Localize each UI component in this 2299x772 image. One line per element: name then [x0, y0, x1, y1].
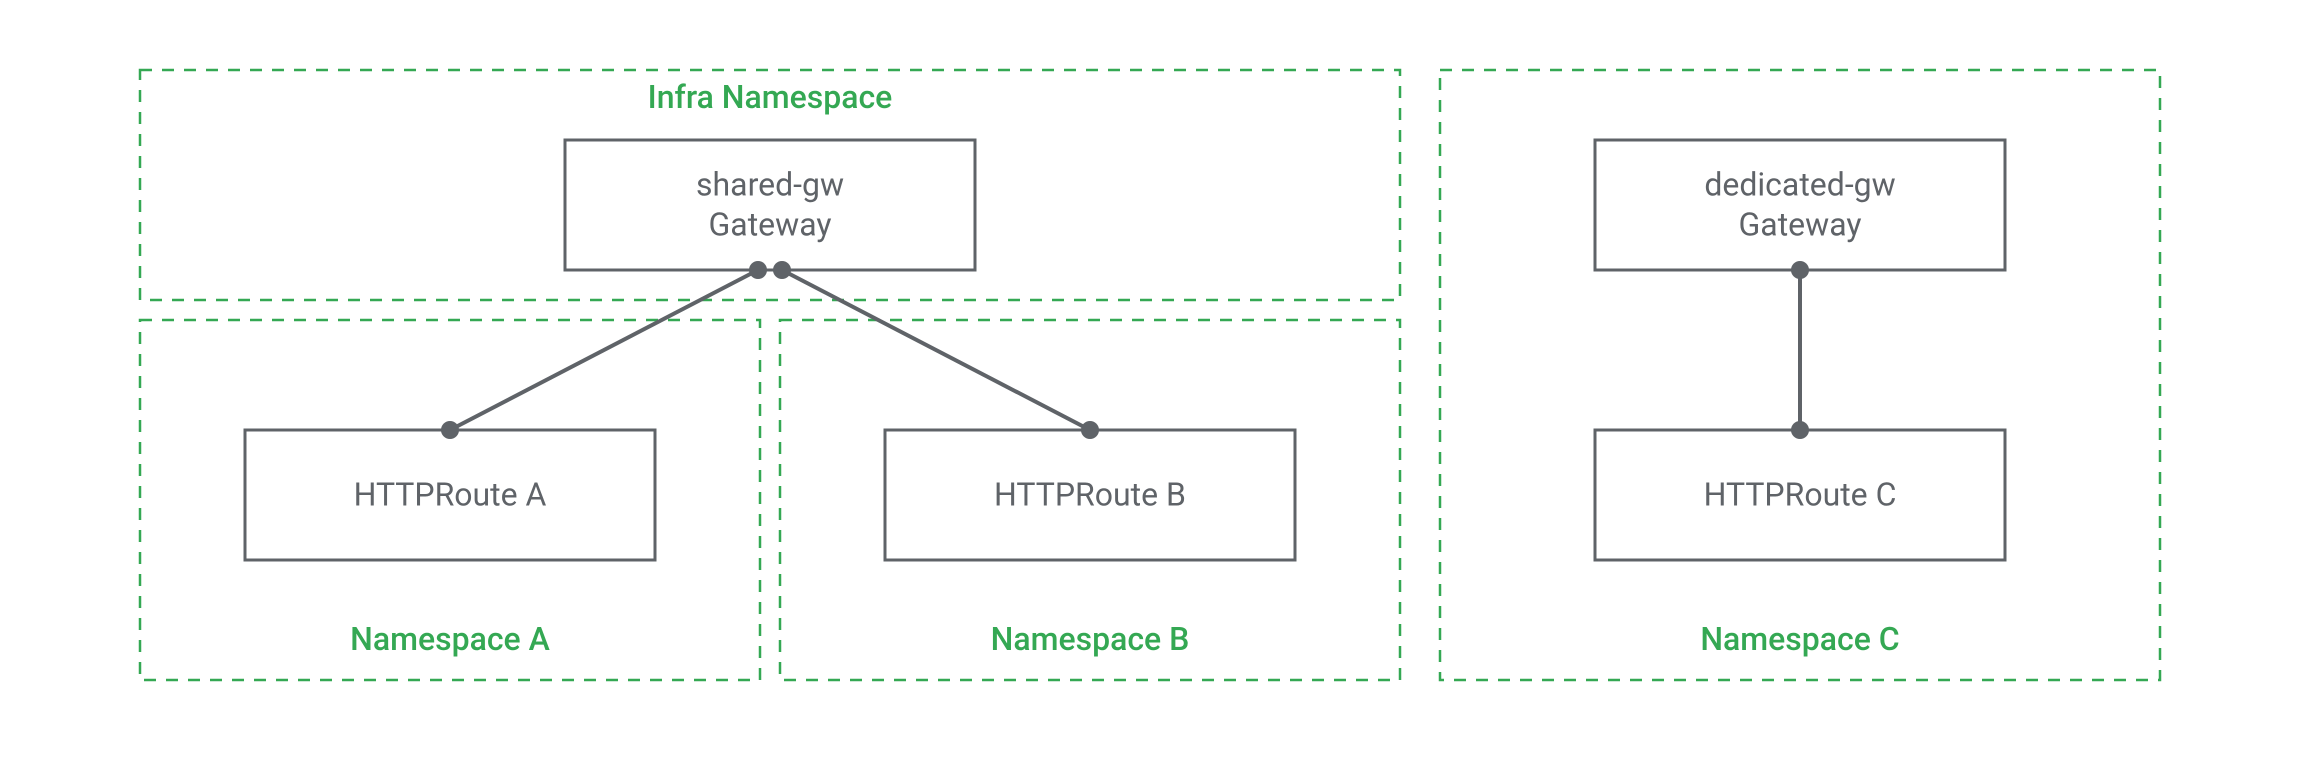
box-label-shared-gw-line1: shared-gw: [696, 165, 844, 203]
box-route-b: HTTPRoute B: [885, 430, 1295, 560]
box-label-dedicated-gw-line2: Gateway: [1739, 205, 1862, 243]
edge-dot: [1081, 421, 1099, 439]
edge-shared-gw-to-route-a: [450, 270, 758, 430]
edge-dot: [1791, 421, 1809, 439]
box-route-a: HTTPRoute A: [245, 430, 655, 560]
box-route-c: HTTPRoute C: [1595, 430, 2005, 560]
box-label-route-a: HTTPRoute A: [354, 475, 547, 513]
namespace-label-ns-a: Namespace A: [350, 620, 550, 658]
edge-shared-gw-to-route-b: [782, 270, 1090, 430]
box-dedicated-gw: dedicated-gwGateway: [1595, 140, 2005, 270]
edge-dot: [441, 421, 459, 439]
namespace-label-ns-c: Namespace C: [1700, 620, 1899, 658]
box-label-route-b: HTTPRoute B: [994, 475, 1186, 513]
box-label-route-c: HTTPRoute C: [1704, 475, 1897, 513]
box-label-dedicated-gw-line1: dedicated-gw: [1704, 165, 1895, 203]
namespace-label-infra: Infra Namespace: [648, 78, 893, 116]
edge-dot: [749, 261, 767, 279]
box-shared-gw: shared-gwGateway: [565, 140, 975, 270]
edge-dot: [773, 261, 791, 279]
namespace-label-ns-b: Namespace B: [991, 620, 1190, 658]
edge-dot: [1791, 261, 1809, 279]
box-label-shared-gw-line2: Gateway: [709, 205, 832, 243]
